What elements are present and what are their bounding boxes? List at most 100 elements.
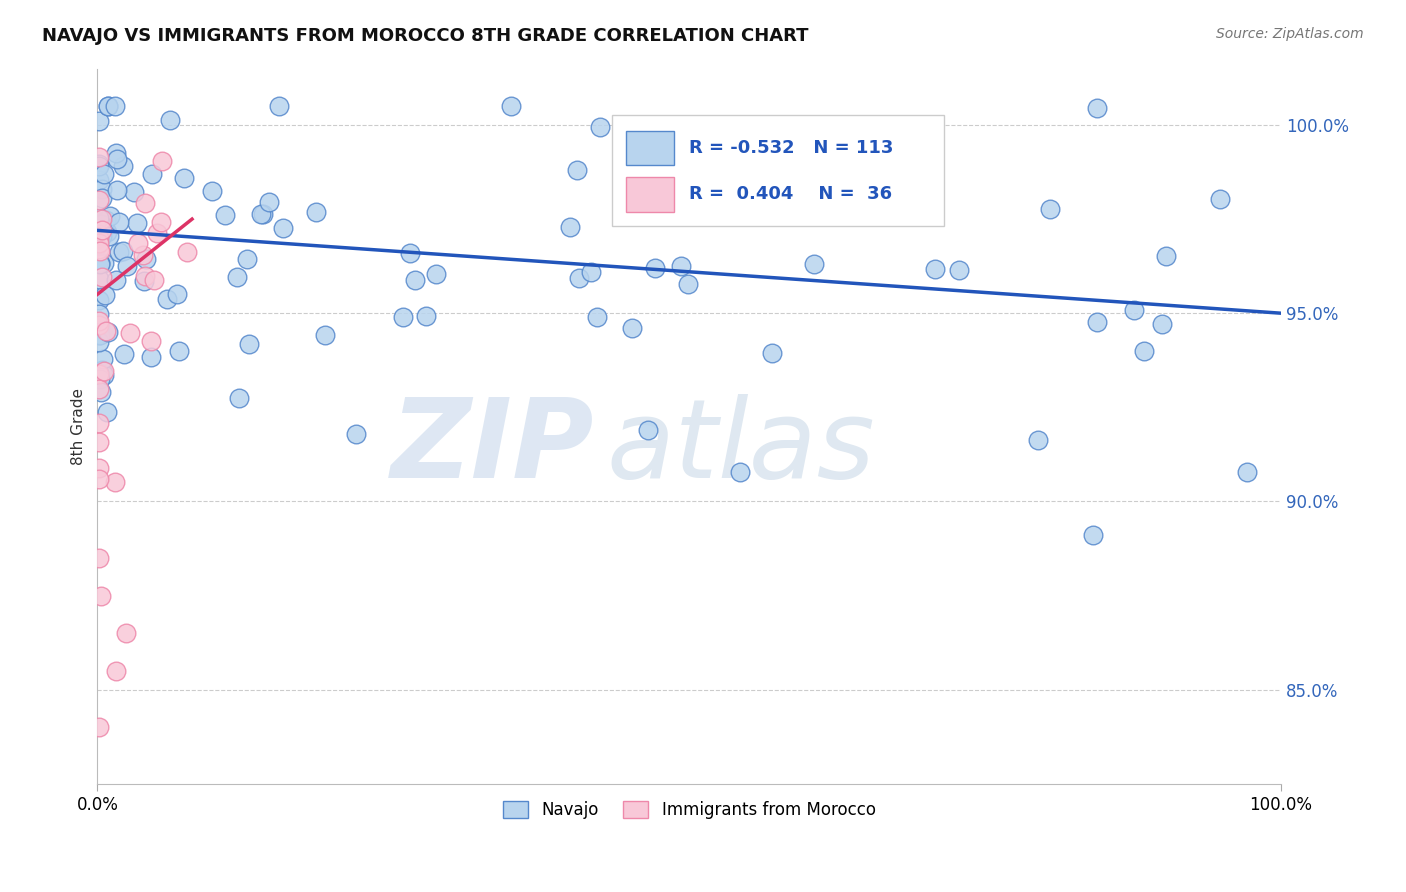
Point: [252, 207, 274, 221]
Point: [141, 168, 163, 182]
Point: [87, 293, 110, 308]
Point: [115, 259, 138, 273]
Point: [127, 235, 149, 250]
Point: [124, 185, 146, 199]
Point: [132, 248, 155, 262]
Point: [173, 171, 195, 186]
Point: [87, 416, 110, 430]
Point: [91, 223, 114, 237]
FancyBboxPatch shape: [612, 115, 943, 226]
Point: [97, 99, 120, 113]
Point: [87, 172, 110, 186]
Point: [167, 344, 190, 359]
Point: [89, 366, 111, 380]
Point: [87, 156, 110, 170]
Point: [425, 267, 447, 281]
Point: [249, 206, 271, 220]
Point: [87, 472, 110, 486]
Point: [93, 364, 115, 378]
Point: [90, 362, 112, 376]
Point: [96, 324, 118, 338]
Point: [87, 159, 110, 173]
Point: [87, 272, 110, 286]
Point: [267, 99, 290, 113]
Point: [105, 273, 128, 287]
Point: [565, 162, 588, 177]
Point: [586, 310, 609, 325]
Point: [621, 321, 644, 335]
Point: [90, 191, 112, 205]
Point: [108, 215, 131, 229]
Point: [1156, 249, 1178, 263]
Point: [579, 265, 602, 279]
Point: [89, 244, 111, 258]
Text: atlas: atlas: [606, 394, 875, 501]
Point: [87, 242, 110, 256]
Point: [94, 288, 117, 302]
Point: [97, 99, 120, 113]
Point: [669, 259, 692, 273]
Point: [91, 212, 114, 227]
Point: [391, 310, 413, 324]
Point: [399, 246, 422, 260]
Point: [235, 252, 257, 266]
Point: [104, 99, 127, 113]
Point: [134, 268, 156, 283]
Point: [90, 384, 112, 399]
Point: [678, 277, 700, 291]
FancyBboxPatch shape: [627, 131, 673, 165]
Point: [107, 244, 129, 259]
Point: [87, 334, 110, 349]
FancyBboxPatch shape: [627, 178, 673, 211]
Point: [112, 347, 135, 361]
Point: [118, 326, 141, 340]
Point: [89, 327, 111, 342]
Point: [589, 120, 612, 135]
Point: [344, 427, 367, 442]
Point: [93, 368, 115, 382]
Point: [1085, 314, 1108, 328]
Point: [96, 405, 118, 419]
Point: [87, 367, 110, 381]
Point: [87, 237, 110, 252]
Point: [87, 231, 110, 245]
Point: [87, 321, 110, 335]
Point: [112, 159, 135, 173]
Point: [127, 217, 149, 231]
Point: [114, 626, 136, 640]
Point: [166, 287, 188, 301]
Point: [201, 184, 224, 198]
Point: [104, 475, 127, 489]
Point: [91, 228, 114, 243]
Point: [150, 154, 173, 169]
Point: [105, 664, 128, 678]
Point: [141, 334, 163, 348]
Text: R =  0.404    N =  36: R = 0.404 N = 36: [689, 186, 893, 203]
Point: [87, 434, 110, 449]
Point: [1209, 192, 1232, 206]
Point: [139, 350, 162, 364]
Point: [637, 423, 659, 437]
Point: [214, 208, 236, 222]
Point: [93, 256, 115, 270]
Point: [87, 211, 110, 225]
Point: [1236, 465, 1258, 479]
Point: [87, 328, 110, 343]
Point: [499, 99, 522, 113]
Point: [90, 224, 112, 238]
Point: [87, 236, 110, 251]
Point: [87, 307, 110, 321]
Point: [803, 257, 825, 271]
Point: [97, 228, 120, 243]
Point: [134, 274, 156, 288]
Point: [143, 273, 166, 287]
Text: Source: ZipAtlas.com: Source: ZipAtlas.com: [1216, 27, 1364, 41]
Point: [105, 152, 128, 166]
Point: [238, 336, 260, 351]
Point: [91, 270, 114, 285]
Point: [87, 314, 110, 328]
Point: [1133, 343, 1156, 358]
Point: [1038, 202, 1060, 216]
Point: [96, 225, 118, 239]
Point: [637, 129, 659, 144]
